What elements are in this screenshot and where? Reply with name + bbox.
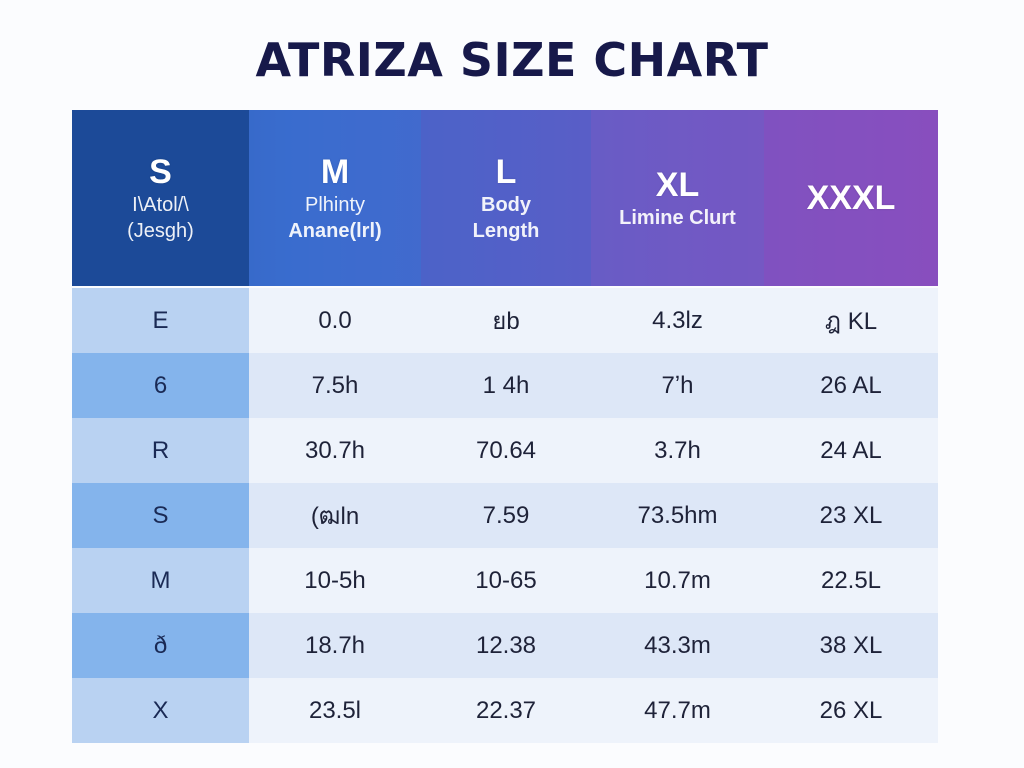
table-cell: 43.3m [644,631,711,659]
table-cell: 1 4h [482,371,530,399]
table-body: E 0.0 ยb 4.3lz ฎ KL 6 7.5h 1 4h 7ʼh 26 AL R 30.7h 70… [72,288,938,743]
table-cell: 0.0 [318,306,352,334]
table-cell: 73.5hm [637,501,718,529]
table-header: S I\Atol/\ (Jesgh) M Plhinty Anane(lrl) … [72,110,938,286]
table-row: M 10-5h 10-65 10.7m 22.5L [72,548,938,613]
row-label-cell: 6 [72,353,249,418]
table-cell: 47.7m [644,696,711,724]
header-col-s: S I\Atol/\ (Jesgh) [72,110,249,286]
header-size-label: XXXL [806,179,896,217]
header-size-label: M [320,153,350,191]
table-cell: 23.5l [308,696,362,724]
table-cell: 4.3lz [652,306,703,334]
header-col-m: M Plhinty Anane(lrl) [249,110,421,286]
table-cell: 12.38 [475,631,537,659]
row-label-cell: ð [72,613,249,678]
table-cell: 22.5L [820,566,882,594]
row-label-cell: X [72,678,249,743]
header-sub-label: Limine Clurt [619,207,736,229]
row-label-cell: R [72,418,249,483]
table-row: E 0.0 ยb 4.3lz ฎ KL [72,288,938,353]
table-cell: ยb [492,308,520,335]
row-label-cell: E [72,288,249,353]
header-sub-label: Length [472,220,540,242]
table-cell: 3.7h [654,436,701,464]
table-cell: 10-5h [304,566,366,594]
header-col-l: L Body Length [421,110,591,286]
table-cell: 70.64 [475,436,537,464]
row-label-cell: M [72,548,249,613]
table-row: ð 18.7h 12.38 43.3m 38 XL [72,613,938,678]
table-cell: 10.7m [644,566,711,594]
table-cell: 24 AL [820,436,882,464]
header-col-xxxl: XXXL [764,110,938,286]
header-sub-label: Plhinty [304,194,366,216]
table-cell: 23 XL [819,501,883,529]
table-cell: 7ʼh [661,371,694,399]
header-size-label: L [495,153,517,191]
header-sub-label: I\Atol/\ [132,194,189,216]
chart-title: ATRIZA SIZE CHART [255,33,769,87]
table-row: S (ฒln 7.59 73.5hm 23 XL [72,483,938,548]
table-cell: 38 XL [819,631,883,659]
size-chart-table: S I\Atol/\ (Jesgh) M Plhinty Anane(lrl) … [72,110,938,746]
header-sub-label: Body [481,194,531,216]
table-cell: 22.37 [475,696,537,724]
table-cell: ฎ KL [824,308,878,335]
header-col-xl: XL Limine Clurt [591,110,764,286]
table-cell: (ฒln [310,503,360,530]
table-row: 6 7.5h 1 4h 7ʼh 26 AL [72,353,938,418]
table-cell: 30.7h [304,436,366,464]
table-row: X 23.5l 22.37 47.7m 26 XL [72,678,938,743]
table-cell: 10-65 [475,566,537,594]
table-cell: 26 AL [820,371,882,399]
header-sub-label: Anane(lrl) [288,220,382,242]
header-size-label: S [149,153,172,191]
table-cell: 7.5h [311,371,359,399]
table-cell: 7.59 [482,501,530,529]
header-size-label: XL [655,166,700,204]
header-sub-label: (Jesgh) [127,220,194,242]
row-label-cell: S [72,483,249,548]
table-cell: 26 XL [819,696,883,724]
table-row: R 30.7h 70.64 3.7h 24 AL [72,418,938,483]
table-cell: 18.7h [304,631,366,659]
